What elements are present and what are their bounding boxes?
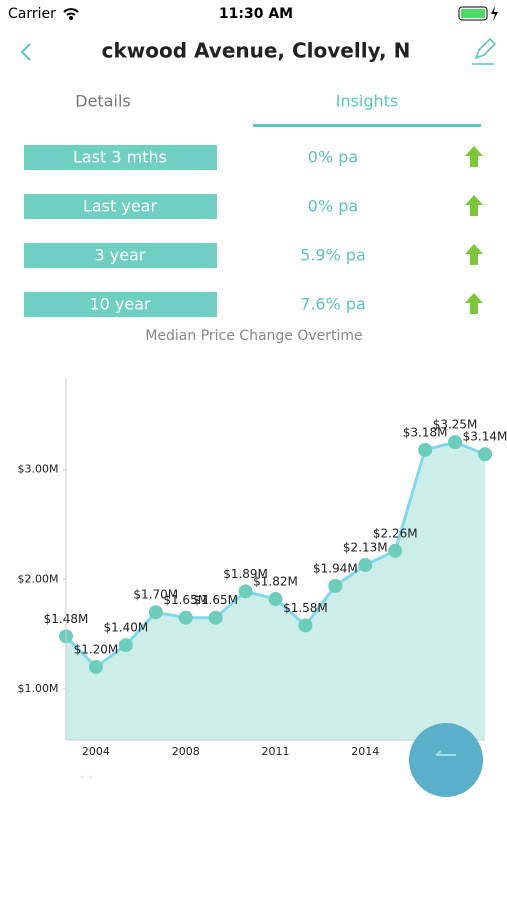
point	[238, 584, 253, 599]
edit-button[interactable]	[472, 37, 497, 65]
point	[358, 558, 373, 573]
change-value: 0% pa	[308, 197, 358, 216]
point	[388, 543, 403, 558]
y-tick-label: $3.00M	[18, 463, 59, 476]
period-box	[24, 243, 217, 268]
tab-details[interactable]: Details	[75, 92, 130, 111]
x-tick-label: 2014	[351, 745, 379, 758]
period-box	[24, 292, 217, 317]
tab-insights[interactable]: Insights	[336, 92, 399, 111]
time: 11:30 AM	[219, 6, 293, 22]
value-label: $1.40M	[103, 621, 148, 635]
fab-icon	[435, 750, 456, 756]
point	[208, 610, 223, 625]
period-box	[24, 145, 217, 170]
wifi-dot	[69, 16, 73, 20]
stats: Last 3 mths 0% pa Last year 0% pa 3 year 5.9%…	[24, 145, 483, 317]
period-label: Last 3 mths	[73, 148, 167, 167]
battery	[458, 6, 488, 21]
y-tick-label: $2.00M	[18, 572, 59, 585]
point	[178, 610, 193, 625]
point	[298, 618, 313, 633]
value-label: $2.13M	[343, 541, 388, 555]
up-arrow	[465, 244, 483, 265]
y-tick-label: $1.00M	[18, 682, 59, 695]
up-arrow	[465, 146, 483, 167]
period-box	[24, 194, 217, 219]
carrier: Carrier	[8, 6, 56, 22]
value-label: $1.82M	[253, 575, 298, 589]
point	[148, 605, 163, 620]
tab-indicator	[253, 124, 481, 127]
period-label: 10 year	[89, 295, 151, 314]
x-tick-label: 2004	[82, 745, 110, 758]
value-label: $1.20M	[74, 643, 119, 657]
wifi-icon	[63, 8, 79, 16]
change-value: 7.6% pa	[300, 295, 366, 314]
battery-level	[461, 9, 485, 18]
point	[418, 442, 433, 457]
point	[118, 638, 133, 653]
value-label: $1.65M	[193, 593, 238, 607]
period-label: 3 year	[95, 246, 146, 265]
chart-title: Median Price Change Overtime	[145, 328, 362, 344]
area	[66, 442, 485, 740]
value-label: $1.94M	[313, 561, 358, 575]
period-label: Last year	[83, 197, 158, 216]
x-tick-label: 2008	[172, 745, 200, 758]
value-label: $3.18M	[403, 425, 448, 439]
point	[328, 578, 343, 593]
up-arrow	[465, 293, 483, 314]
page-title: ckwood Avenue, Clovelly, N	[102, 39, 411, 63]
value-label: $1.89M	[223, 567, 268, 581]
value-label: $3.25M	[433, 418, 478, 432]
point	[268, 592, 283, 607]
change-value: 5.9% pa	[300, 246, 366, 265]
back-button[interactable]	[20, 43, 31, 61]
chart: $1.00M$2.00M$3.00M$1.48M$1.20M$1.40M$1.7…	[18, 378, 507, 758]
value-label: $1.70M	[133, 588, 178, 602]
value-label: $2.26M	[373, 526, 418, 540]
value-label: $1.58M	[283, 601, 328, 615]
value-label: $3.14M	[463, 430, 507, 444]
charging-icon	[491, 6, 498, 21]
fab[interactable]	[409, 723, 483, 797]
legend-dash: - -	[80, 770, 92, 784]
point	[448, 435, 463, 450]
point	[478, 447, 492, 462]
point	[88, 660, 103, 675]
value-label: $1.65M	[163, 593, 208, 607]
up-arrow	[465, 195, 483, 216]
change-value: 0% pa	[308, 148, 358, 167]
x-tick-label: 2011	[262, 745, 290, 758]
